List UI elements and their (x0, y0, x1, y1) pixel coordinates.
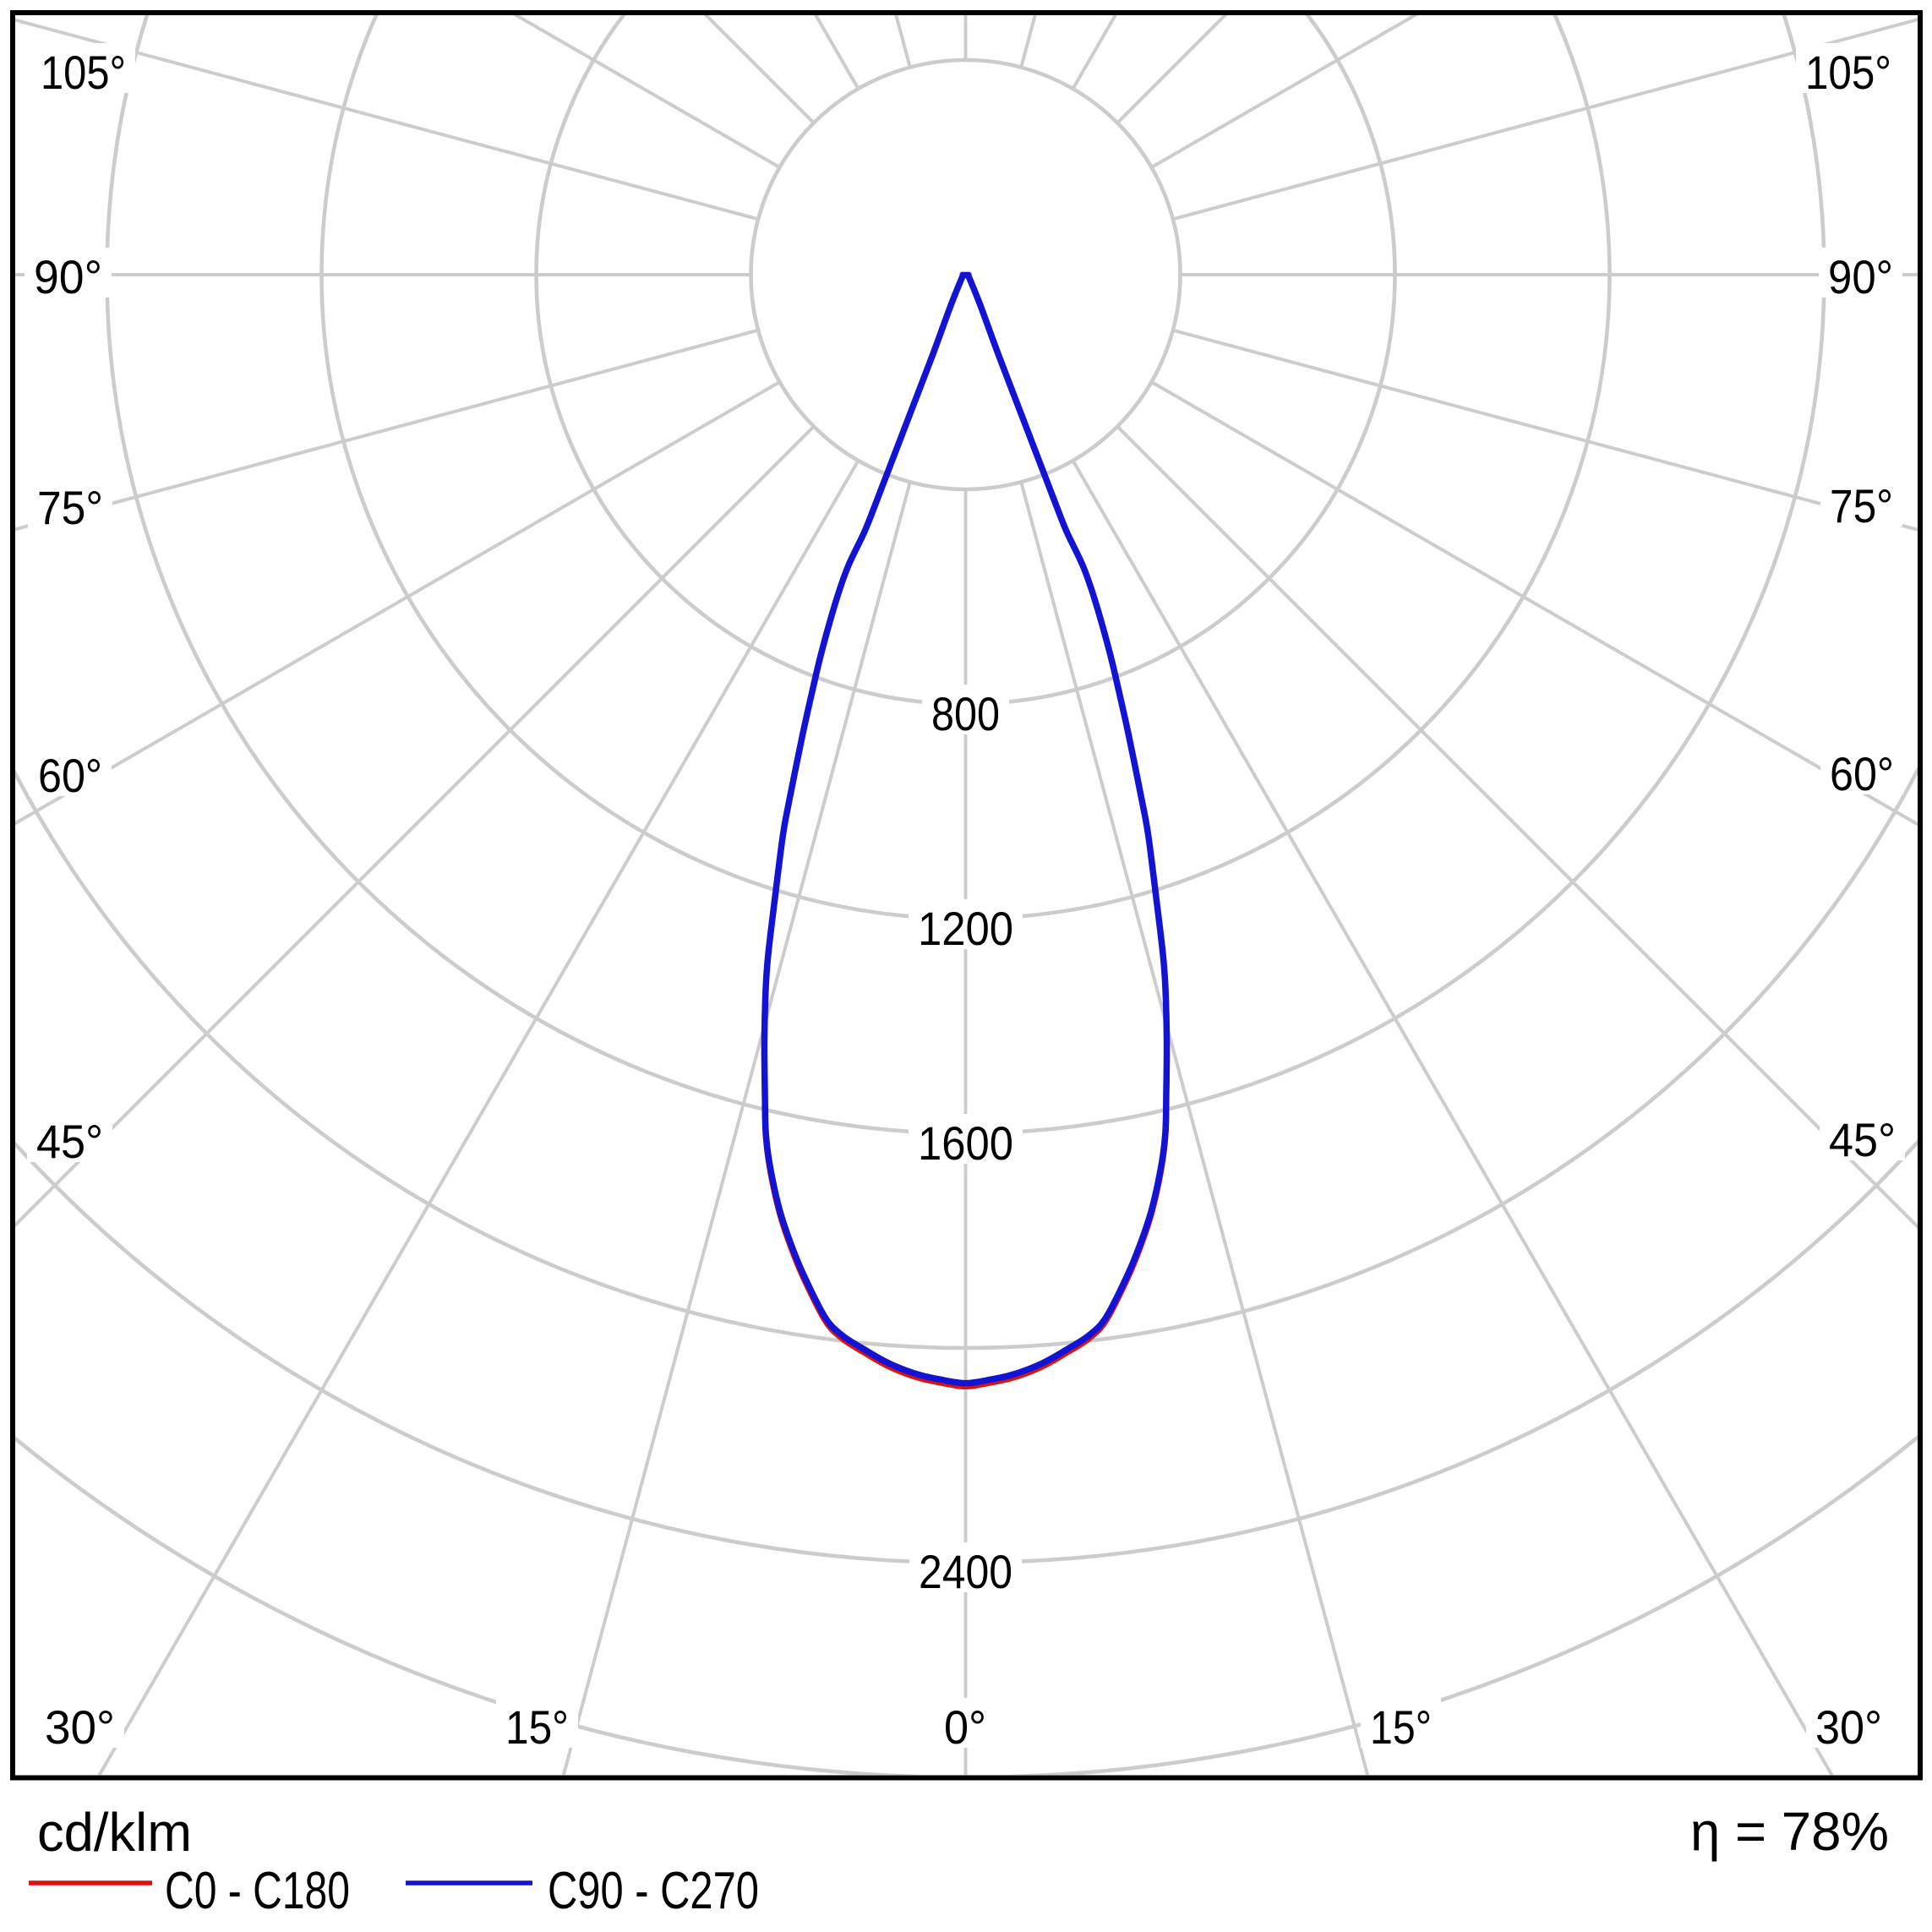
svg-text:105°: 105° (41, 46, 126, 99)
svg-text:75°: 75° (37, 481, 103, 534)
svg-text:45°: 45° (36, 1115, 103, 1168)
svg-text:45°: 45° (1829, 1113, 1896, 1166)
svg-text:0°: 0° (944, 1700, 986, 1754)
svg-text:60°: 60° (38, 749, 102, 802)
svg-text:cd/klm: cd/klm (37, 1802, 192, 1863)
svg-text:1200: 1200 (918, 902, 1013, 955)
svg-text:800: 800 (931, 687, 1000, 740)
svg-text:15°: 15° (505, 1700, 569, 1754)
svg-text:30°: 30° (1815, 1700, 1882, 1754)
svg-text:2400: 2400 (919, 1545, 1012, 1598)
svg-text:60°: 60° (1830, 747, 1894, 800)
svg-text:1600: 1600 (918, 1116, 1013, 1170)
svg-text:90°: 90° (1828, 250, 1893, 303)
svg-text:C0 - C180: C0 - C180 (165, 1862, 350, 1920)
svg-text:30°: 30° (45, 1700, 115, 1754)
svg-text:C90 - C270: C90 - C270 (548, 1862, 759, 1920)
svg-text:75°: 75° (1830, 479, 1893, 532)
svg-text:15°: 15° (1370, 1700, 1432, 1754)
svg-text:η = 78%: η = 78% (1690, 1801, 1889, 1862)
svg-text:90°: 90° (34, 250, 102, 303)
svg-text:105°: 105° (1805, 46, 1891, 99)
